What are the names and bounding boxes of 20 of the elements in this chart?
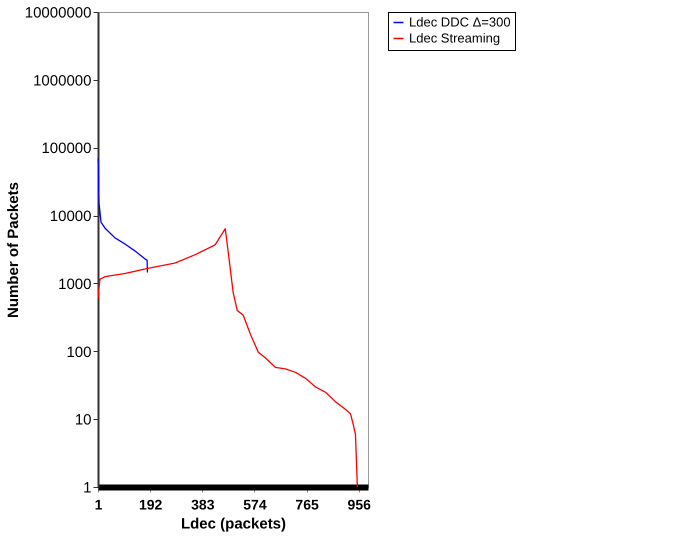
legend-label: Ldec Streaming: [409, 30, 500, 46]
y-tick-label: 1000000: [33, 72, 92, 90]
x-axis-title: Ldec (packets): [180, 516, 286, 532]
y-tick-label: 1: [83, 480, 92, 496]
y-tick-label: 10000000: [24, 4, 92, 22]
line-series: [97, 228, 358, 488]
x-tick-label: 574: [243, 496, 267, 512]
x-tick-label: 765: [295, 496, 319, 512]
legend-label: Ldec DDC Δ=300: [409, 14, 511, 30]
x-tick-label: 383: [191, 496, 215, 512]
line-series: [97, 158, 148, 274]
x-tick-label: 956: [348, 496, 372, 512]
y-tick-label: 100: [66, 344, 92, 361]
x-tick-label: 192: [138, 496, 163, 512]
y-tick-label: 10000: [50, 208, 92, 226]
x-tick-label: 1: [94, 496, 103, 512]
y-tick-label: 100000: [41, 140, 92, 158]
y-axis-title: Number of Packets: [4, 182, 22, 318]
y-tick-label: 10: [74, 412, 92, 429]
y-tick-label: 1000: [58, 276, 92, 293]
